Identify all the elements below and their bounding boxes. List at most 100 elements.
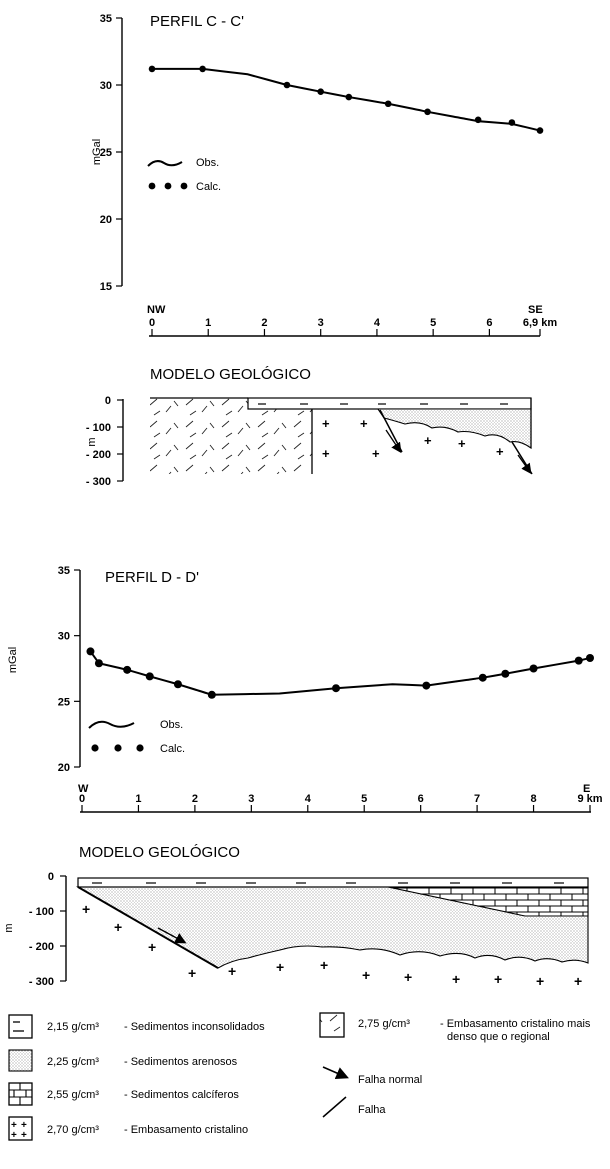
svg-text:+: + [574, 973, 582, 989]
calc-point [384, 100, 392, 108]
model-d-title: MODELO GEOLÓGICO [79, 844, 240, 861]
legend-swatch-basement: + + + + [8, 1116, 33, 1141]
chart-c-legend-obs: Obs. [196, 157, 219, 169]
model-d-ytick-0: 0 [48, 871, 54, 883]
svg-text:+: + [82, 901, 90, 917]
calc-point [123, 665, 132, 674]
x-tick-label: 4 [305, 793, 312, 805]
calc-point [173, 680, 182, 689]
legend: 2,15 g/cm³ - Sedimentos inconsolidados 2… [8, 1012, 591, 1141]
model-c: MODELO GEOLÓGICO 0 - 100 - 200 - 300 m +… [86, 366, 533, 488]
calc-point [283, 81, 291, 89]
calc-point [536, 127, 544, 134]
svg-text:+: + [372, 446, 380, 461]
chart-c-ylabel: mGal [91, 139, 103, 165]
legend-swatch-calciferous [8, 1082, 33, 1106]
chart-c-x-ticks: 0 1 2 3 4 5 6 6,9 km [149, 317, 557, 336]
model-c-ytick-3: - 300 [86, 476, 111, 488]
y-tick-label: 20 [58, 762, 70, 774]
calc-point [501, 669, 510, 678]
chart-c-series [148, 65, 544, 134]
legend-density-4: 2,75 g/cm³ [358, 1018, 410, 1030]
x-tick-label: 6 [486, 317, 492, 329]
x-tick-label: 3 [248, 793, 254, 805]
chart-c-x-end-label: SE [528, 304, 543, 316]
model-c-unit: m [86, 437, 98, 446]
y-tick-label: 35 [58, 565, 70, 577]
svg-text:+: + [458, 436, 466, 451]
x-tick-label: 7 [474, 793, 480, 805]
chart-d-title: PERFIL D - D' [105, 569, 199, 586]
model-c-basement-crosses: + + + + + + + [322, 416, 504, 461]
obs-line [89, 650, 591, 696]
model-c-unconsolidated-layer [247, 397, 532, 410]
calc-point [424, 108, 431, 116]
svg-text:+: + [21, 1130, 27, 1141]
legend-desc-4b: denso que o regional [447, 1031, 550, 1043]
x-tick-label: 9 km [577, 793, 602, 805]
model-c-ytick-2: - 200 [86, 449, 111, 461]
legend-density-2: 2,55 g/cm³ [47, 1089, 99, 1101]
chart-c-legend-obs-swatch [147, 160, 183, 167]
calc-point [529, 664, 538, 673]
svg-text:+: + [322, 446, 330, 461]
legend-desc-2: - Sedimentos calcíferos [124, 1089, 239, 1101]
chart-d-legend-obs-swatch [88, 720, 135, 729]
y-tick-label: 25 [58, 696, 70, 708]
x-tick-label: 8 [530, 793, 536, 805]
x-tick-label: 4 [374, 317, 381, 329]
chart-c-y-ticks: 35 30 25 20 15 [100, 13, 122, 293]
model-c-ytick-0: 0 [105, 395, 111, 407]
calc-point [422, 681, 431, 690]
legend-normal-fault: Falha normal [358, 1074, 422, 1086]
calc-point [145, 672, 154, 681]
y-tick-label: 30 [58, 631, 70, 643]
svg-text:+: + [21, 1120, 27, 1131]
calc-point [586, 653, 594, 662]
calc-point [474, 116, 482, 124]
y-tick-label: 25 [100, 147, 112, 159]
model-d: MODELO GEOLÓGICO 0 - 100 - 200 - 300 m +… [3, 844, 589, 989]
calc-point [332, 684, 340, 693]
calc-point [199, 65, 206, 73]
calc-point [317, 88, 324, 95]
svg-text:+: + [424, 433, 432, 448]
svg-text:+: + [148, 939, 156, 955]
svg-text:+: + [11, 1130, 17, 1141]
legend-swatch-dense-basement [319, 1012, 345, 1038]
model-d-ytick-1: - 100 [29, 906, 54, 918]
chart-c-x-start-label: NW [147, 304, 166, 316]
model-d-ytick-2: - 200 [29, 941, 54, 953]
obs-line [151, 67, 541, 132]
x-tick-label: 3 [318, 317, 324, 329]
x-tick-label: 1 [205, 317, 211, 329]
chart-d-series [86, 647, 594, 699]
svg-text:+: + [188, 965, 196, 981]
calc-point [86, 647, 95, 656]
legend-density-1: 2,25 g/cm³ [47, 1056, 99, 1068]
calc-point [478, 673, 487, 682]
x-tick-label: 5 [361, 793, 367, 805]
chart-c-legend-calc: Calc. [196, 181, 221, 193]
svg-text:+: + [360, 416, 368, 431]
model-d-fault [77, 886, 219, 969]
calc-point [207, 690, 216, 699]
y-tick-label: 15 [100, 281, 112, 293]
y-tick-label: 20 [100, 214, 112, 226]
legend-fault-symbol [322, 1096, 347, 1118]
chart-d-legend-obs: Obs. [160, 719, 183, 731]
x-tick-label: 6,9 km [523, 317, 557, 329]
svg-text:+: + [11, 1120, 17, 1131]
x-tick-label: 0 [149, 317, 155, 329]
svg-text:+: + [276, 959, 284, 975]
model-d-ytick-3: - 300 [29, 976, 54, 988]
calc-point [574, 656, 583, 665]
chart-c-title: PERFIL C - C' [150, 13, 244, 30]
model-c-dense-basement [150, 398, 248, 474]
model-c-sandy-sediment [376, 408, 532, 450]
model-c-ytick-1: - 100 [86, 422, 111, 434]
chart-d-ylabel: mGal [7, 647, 19, 673]
